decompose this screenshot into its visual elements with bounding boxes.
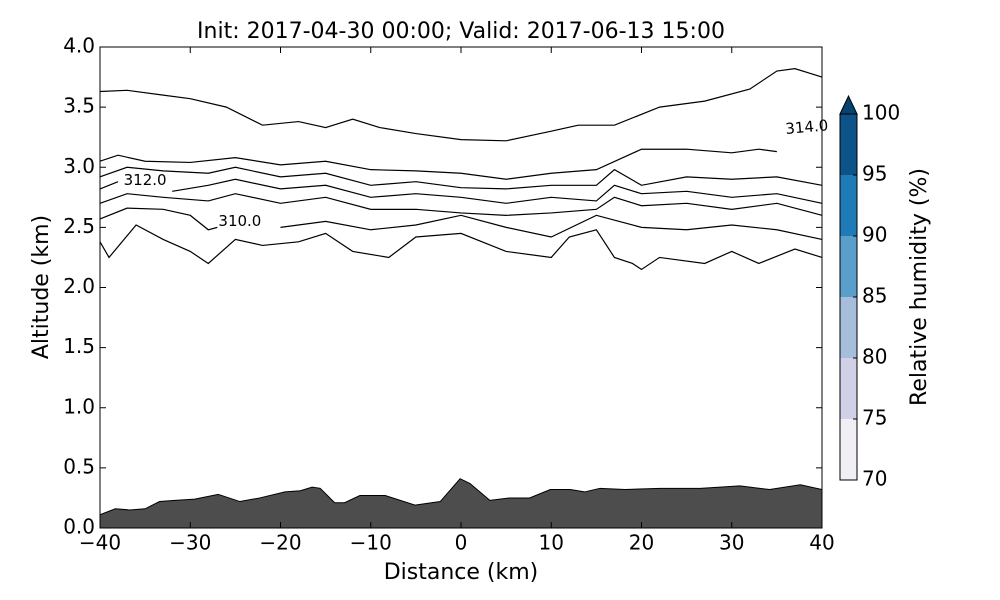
terrain-area	[99, 478, 823, 529]
y-tick-label: 1.5	[63, 334, 95, 358]
contour-label: 314.0	[785, 116, 829, 138]
y-tick-label: 3.0	[63, 154, 95, 178]
colorbar-segment	[840, 114, 857, 175]
contour-line	[99, 178, 823, 204]
colorbar-segment	[840, 419, 857, 480]
contour-label: 310.0	[218, 212, 261, 230]
chart-title: Init: 2017-04-30 00:00; Valid: 2017-06-1…	[197, 19, 725, 44]
colorbar-tick-label: 90	[862, 223, 887, 247]
colorbar-tick-label: 75	[862, 406, 887, 430]
y-tick-label: 2.5	[63, 214, 95, 238]
contour-line	[99, 166, 823, 190]
colorbar-segment	[840, 175, 857, 236]
y-tick-label: 3.5	[63, 94, 95, 118]
y-tick-label: 0.0	[63, 515, 95, 539]
colorbar-tick-label: 100	[862, 101, 900, 125]
y-axis-label: Altitude (km)	[29, 215, 54, 359]
x-tick-label: 20	[629, 531, 654, 555]
y-tick-label: 4.0	[63, 34, 95, 58]
contour-line	[99, 224, 823, 271]
colorbar-label: Relative humidity (%)	[907, 168, 932, 406]
colorbar-tick-label: 80	[862, 345, 887, 369]
contour-line	[99, 68, 823, 142]
contour-line	[99, 193, 823, 216]
x-axis-label: Distance (km)	[384, 560, 539, 585]
x-tick-label: −30	[169, 531, 211, 555]
x-tick-label: 30	[719, 531, 744, 555]
colorbar-segment	[840, 297, 857, 358]
y-tick-label: 0.5	[63, 454, 95, 478]
colorbar-segment	[840, 236, 857, 297]
x-tick-label: −40	[79, 531, 121, 555]
contour-label: 312.0	[124, 171, 167, 189]
colorbar-segment	[840, 358, 857, 419]
contour-line	[99, 148, 777, 180]
y-tick-label: 1.0	[63, 394, 95, 418]
x-tick-label: 10	[539, 531, 564, 555]
colorbar-tick-label: 70	[862, 467, 887, 491]
x-tick-label: −10	[350, 531, 392, 555]
x-tick-label: 0	[455, 531, 468, 555]
x-tick-label: 40	[809, 531, 834, 555]
colorbar-extend	[839, 94, 858, 115]
plot-frame	[99, 46, 823, 529]
x-tick-label: −20	[259, 531, 301, 555]
contour-line	[99, 207, 823, 240]
colorbar-tick-label: 85	[862, 284, 887, 308]
colorbar-tick-label: 95	[862, 162, 887, 186]
y-tick-label: 2.0	[63, 274, 95, 298]
